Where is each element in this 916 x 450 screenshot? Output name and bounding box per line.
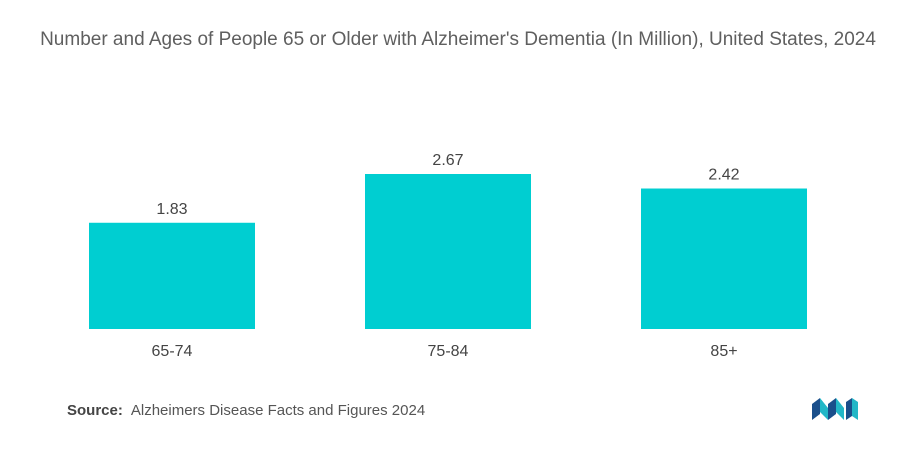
chart-title: Number and Ages of People 65 or Older wi… xyxy=(40,29,876,50)
bar-65-74 xyxy=(89,222,255,329)
x-tick-label-65-74: 65-74 xyxy=(152,343,193,360)
bar-85+ xyxy=(641,188,807,329)
bar-75-84 xyxy=(365,174,531,329)
source-text: Alzheimers Disease Facts and Figures 202… xyxy=(130,402,426,419)
data-label-85+: 2.42 xyxy=(708,167,739,184)
source-note: Source: Alzheimers Disease Facts and Figu… xyxy=(67,402,425,419)
data-label-75-84: 2.67 xyxy=(432,152,463,169)
bar-chart: 1.83 65-74 2.67 75-84 2.42 85+ xyxy=(89,152,807,360)
x-tick-label-75-84: 75-84 xyxy=(428,343,469,360)
mordor-intelligence-logo-icon xyxy=(812,398,858,420)
data-label-65-74: 1.83 xyxy=(156,201,187,218)
x-tick-label-85+: 85+ xyxy=(710,343,737,360)
source-label: Source: xyxy=(67,402,123,419)
